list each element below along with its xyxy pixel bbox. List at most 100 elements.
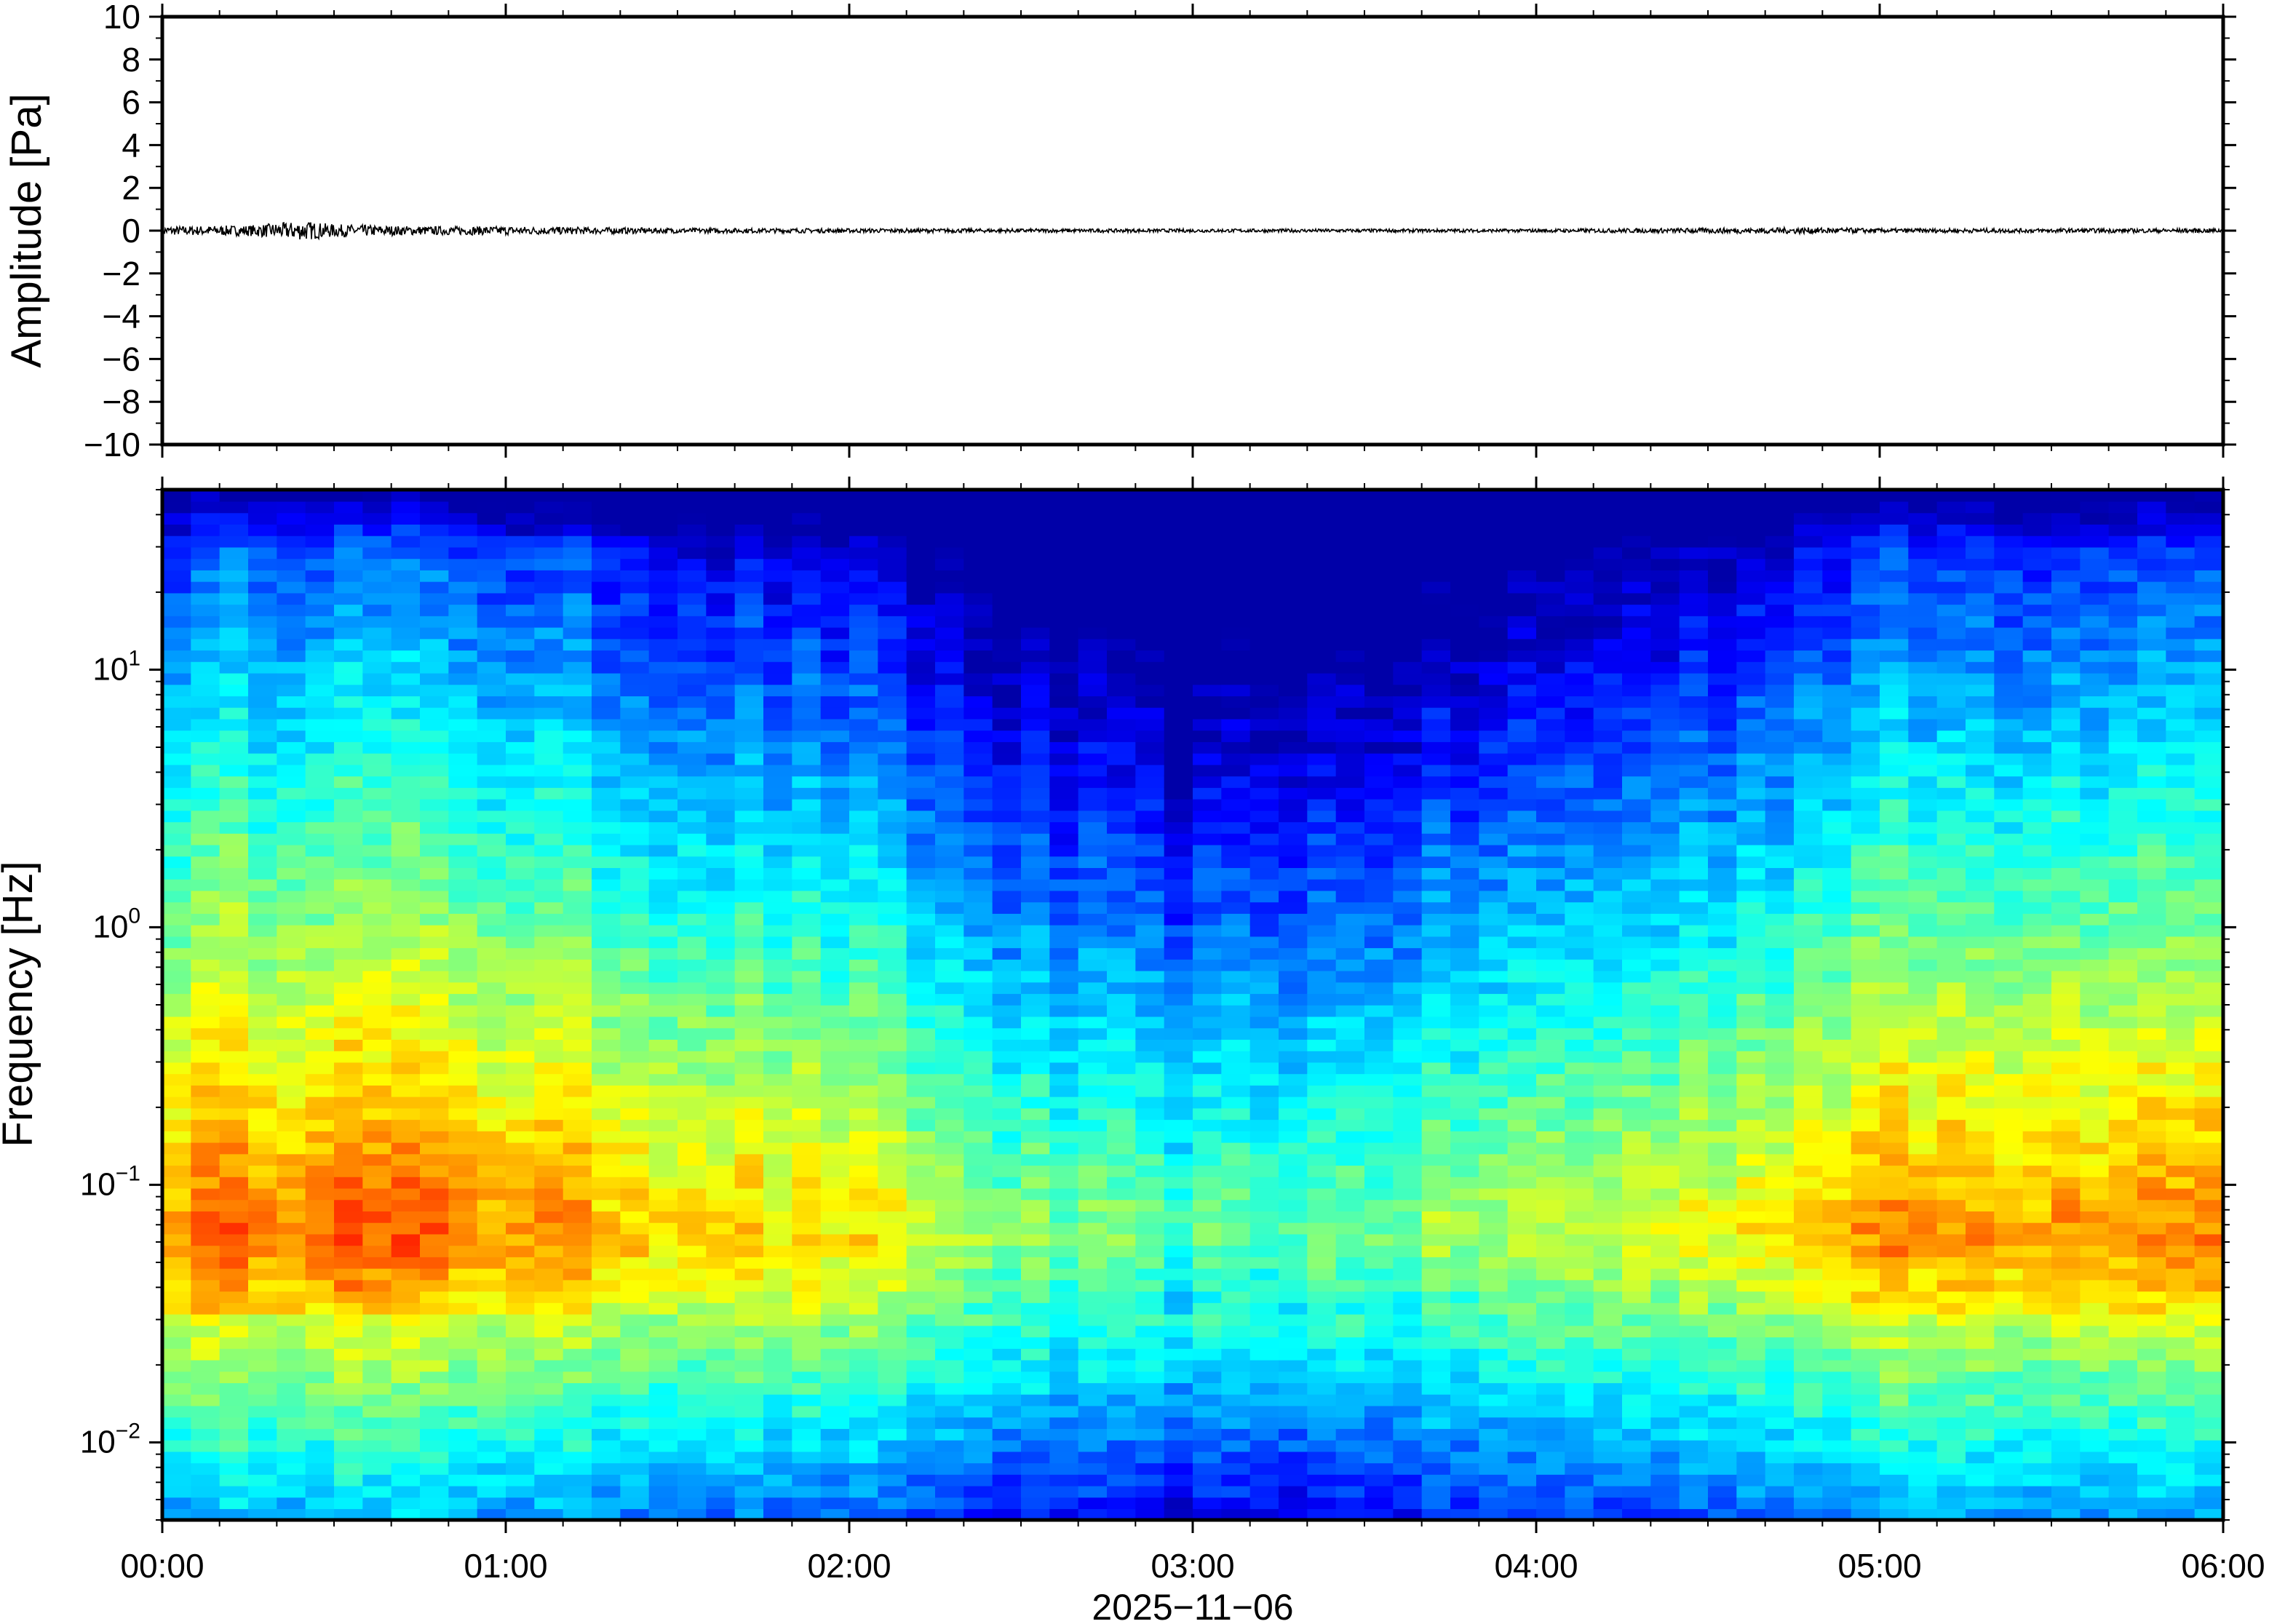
spectrogram-cell — [1135, 638, 1165, 651]
spectrogram-cell — [763, 982, 793, 995]
spectrogram-cell — [477, 1371, 506, 1383]
spectrogram-cell — [878, 1428, 907, 1441]
spectrogram-cell — [162, 1337, 192, 1349]
spectrogram-cell — [1622, 1211, 1652, 1223]
spectrogram-cell — [1565, 1096, 1594, 1109]
spectrogram-cell — [506, 1062, 536, 1075]
spectrogram-cell — [1622, 490, 1652, 502]
spectrogram-cell — [1507, 1462, 1537, 1475]
spectrogram-cell — [592, 1371, 621, 1383]
spectrogram-cell — [420, 696, 450, 708]
spectrogram-cell — [992, 1302, 1022, 1315]
spectrogram-cell — [1622, 936, 1652, 949]
spectrogram-cell — [1622, 1302, 1652, 1315]
spectrogram-cell — [448, 982, 478, 995]
spectrogram-cell — [1279, 1485, 1308, 1498]
spectrogram-cell — [162, 512, 192, 525]
spectrogram-cell — [1307, 798, 1337, 811]
spectrogram-cell — [706, 752, 736, 765]
spectrogram-cell — [191, 1405, 220, 1418]
spectrogram-cell — [878, 581, 907, 594]
spectrogram-cell — [706, 741, 736, 754]
spectrogram-cell — [648, 1428, 678, 1441]
spectrogram-cell — [506, 1245, 536, 1257]
spectrogram-cell — [1650, 661, 1680, 674]
spectrogram-cell — [563, 1257, 592, 1269]
amplitude-y-tick-label: −8 — [103, 383, 140, 421]
spectrogram-cell — [906, 741, 936, 754]
spectrogram-cell — [506, 901, 536, 914]
spectrogram-cell — [992, 1257, 1022, 1269]
spectrogram-cell — [792, 1302, 822, 1315]
spectrogram-cell — [191, 764, 220, 777]
spectrogram-cell — [277, 810, 306, 823]
spectrogram-cell — [1622, 1187, 1652, 1201]
spectrogram-cell — [334, 867, 364, 880]
spectrogram-cell — [1421, 706, 1451, 720]
spectrogram-cell — [792, 638, 822, 651]
spectrogram-cell — [563, 524, 592, 536]
spectrogram-cell — [1421, 867, 1451, 880]
spectrogram-cell — [534, 1142, 564, 1155]
spectrogram-cell — [1164, 1417, 1193, 1429]
spectrogram-cell — [792, 1325, 822, 1338]
spectrogram-cell — [648, 616, 678, 628]
spectrogram-cell — [334, 581, 364, 594]
spectrogram-cell — [906, 1233, 936, 1246]
spectrogram-cell — [1421, 970, 1451, 983]
spectrogram-cell — [448, 1177, 478, 1189]
spectrogram-cell — [706, 1153, 736, 1166]
spectrogram-cell — [420, 947, 450, 960]
spectrogram-cell — [420, 1153, 450, 1166]
spectrogram-cell — [1307, 535, 1337, 548]
spectrogram-cell — [1650, 1359, 1680, 1372]
spectrogram-cell — [506, 581, 536, 594]
spectrogram-cell — [219, 741, 249, 754]
spectrogram-cell — [1221, 947, 1251, 960]
spectrogram-cell — [1307, 1279, 1337, 1292]
spectrogram-cell — [334, 970, 364, 983]
spectrogram-cell — [1479, 936, 1509, 949]
spectrogram-cell — [677, 1325, 707, 1338]
spectrogram-cell — [992, 1325, 1022, 1338]
spectrogram-cell — [1021, 764, 1051, 777]
spectrogram-cell — [1107, 1439, 1137, 1452]
spectrogram-cell — [477, 1291, 506, 1303]
spectrogram-cell — [391, 1050, 421, 1063]
spectrogram-cell — [878, 982, 907, 995]
spectrogram-cell — [1135, 1382, 1165, 1395]
spectrogram-cell — [448, 1302, 478, 1315]
spectrogram-cell — [1450, 638, 1480, 651]
spectrogram-cell — [1193, 1165, 1223, 1177]
spectrogram-cell — [963, 1245, 993, 1257]
spectrogram-cell — [1107, 856, 1137, 868]
spectrogram-cell — [362, 1153, 392, 1166]
spectrogram-cell — [534, 1187, 564, 1201]
spectrogram-cell — [1479, 1153, 1509, 1166]
spectrogram-cell — [277, 1177, 306, 1189]
spectrogram-cell — [1421, 592, 1451, 605]
spectrogram-cell — [763, 776, 793, 788]
spectrogram-cell — [906, 1439, 936, 1452]
spectrogram-cell — [277, 844, 306, 857]
spectrogram-cell — [906, 764, 936, 777]
spectrogram-cell — [592, 901, 621, 914]
spectrogram-cell — [334, 546, 364, 560]
spectrogram-cell — [878, 1177, 907, 1189]
spectrogram-cell — [706, 1462, 736, 1475]
spectrogram-cell — [878, 1142, 907, 1155]
spectrogram-cell — [362, 1027, 392, 1040]
spectrogram-cell — [935, 1382, 965, 1395]
spectrogram-cell — [1279, 741, 1308, 754]
spectrogram-cell — [563, 982, 592, 995]
spectrogram-cell — [1164, 959, 1193, 971]
spectrogram-cell — [1593, 844, 1623, 857]
spectrogram-cell — [277, 581, 306, 594]
spectrogram-cell — [677, 810, 707, 823]
spectrogram-cell — [391, 833, 421, 845]
spectrogram-cell — [563, 1245, 592, 1257]
spectrogram-cell — [1193, 856, 1223, 868]
spectrogram-cell — [219, 947, 249, 960]
spectrogram-cell — [992, 1131, 1022, 1143]
spectrogram-cell — [534, 1508, 564, 1521]
